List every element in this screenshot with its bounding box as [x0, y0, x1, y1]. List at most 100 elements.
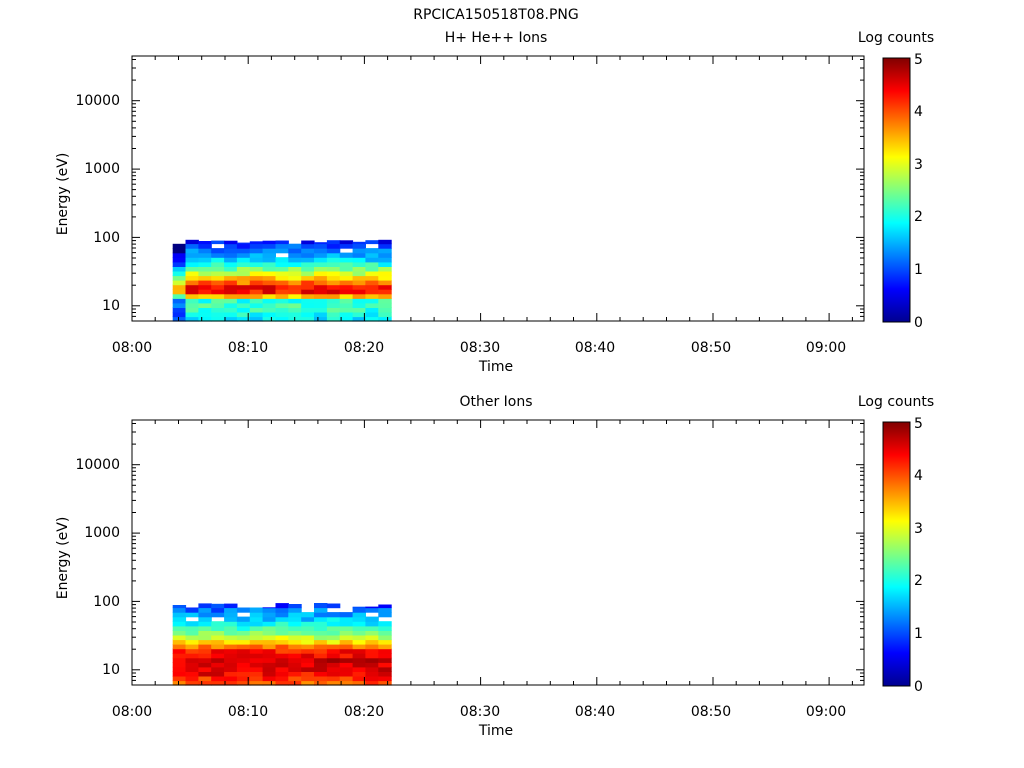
heatmap-cell	[352, 293, 366, 299]
heatmap-cell	[314, 280, 328, 286]
heatmap-cell	[365, 644, 379, 650]
colorbar-tick-label: 3	[914, 521, 923, 537]
heatmap-cell	[339, 311, 354, 318]
heatmap-cell	[314, 252, 328, 258]
heatmap-cell	[352, 311, 366, 318]
heatmap-cell	[211, 644, 225, 650]
heatmap-cell	[275, 243, 289, 249]
heatmap-cell	[365, 307, 379, 313]
y-tick-label: 10000	[75, 93, 120, 109]
heatmap-cell	[224, 666, 238, 672]
heatmap-cell	[211, 248, 225, 254]
heatmap-cell	[172, 293, 187, 299]
heatmap-cell	[185, 607, 199, 609]
x-axis-label: Time	[478, 723, 513, 739]
heatmap-cell	[262, 680, 276, 686]
y-axis-ticks: 10 100 1000 10000	[75, 423, 864, 686]
heatmap-cell	[172, 298, 187, 304]
heatmap-cell	[172, 634, 187, 641]
heatmap-cell	[352, 607, 366, 613]
heatmap-cells	[172, 603, 392, 686]
heatmap-cell	[365, 634, 379, 641]
heatmap-cell	[326, 680, 341, 686]
heatmap-cell	[185, 666, 199, 672]
x-tick-label: 08:00	[112, 340, 152, 356]
heatmap-cell	[378, 248, 392, 254]
heatmap-cell	[365, 630, 379, 636]
heatmap-cell	[224, 616, 238, 622]
heatmap-cell	[198, 612, 212, 618]
heatmap-cell	[262, 671, 276, 677]
heatmap-cell	[236, 621, 251, 627]
x-tick-label: 08:20	[344, 704, 384, 720]
heatmap-cell	[198, 666, 212, 672]
heatmap-cell	[262, 270, 276, 277]
heatmap-cell	[172, 662, 187, 668]
heatmap-cell	[211, 311, 225, 318]
heatmap-cell	[314, 248, 328, 254]
heatmap-cell	[301, 680, 315, 686]
heatmap-cell	[326, 612, 341, 618]
heatmap-cell	[352, 657, 366, 663]
heatmap-cell	[288, 612, 302, 618]
heatmap-cell	[172, 302, 187, 308]
heatmap-cell	[326, 293, 341, 299]
heatmap-cell	[275, 603, 289, 609]
heatmap-cell	[288, 248, 302, 254]
heatmap-cell	[288, 644, 302, 650]
heatmap-cell	[172, 289, 187, 295]
heatmap-cell	[172, 252, 187, 258]
heatmap-cell	[288, 671, 302, 677]
heatmap-cell	[262, 625, 276, 631]
heatmap-cell	[326, 298, 341, 304]
heatmap-cell	[236, 625, 251, 631]
heatmap-cell	[365, 302, 379, 308]
heatmap-cell	[314, 612, 328, 618]
heatmap-cell	[288, 662, 302, 668]
heatmap-cell	[301, 289, 315, 295]
heatmap-cell	[224, 243, 238, 249]
heatmap-cell	[236, 307, 251, 313]
heatmap-cell	[224, 680, 238, 686]
heatmap-cell	[185, 266, 199, 272]
heatmap-cell	[301, 639, 315, 645]
heatmap-cell	[339, 270, 354, 277]
heatmap-cell	[352, 625, 366, 631]
heatmap-cell	[378, 604, 392, 609]
heatmap-cell	[301, 653, 315, 659]
heatmap-cell	[301, 307, 315, 313]
x-tick-label: 08:10	[228, 340, 268, 356]
colorbar-tick-label: 2	[914, 209, 923, 225]
x-tick-label: 08:40	[575, 340, 615, 356]
colorbar-label: Log counts	[858, 394, 934, 410]
heatmap-cell	[288, 298, 302, 304]
heatmap-cell	[224, 603, 238, 609]
heatmap-cell	[326, 671, 341, 677]
heatmap-cell	[352, 630, 366, 636]
heatmap-cell	[198, 680, 212, 686]
heatmap-cell	[275, 289, 289, 295]
heatmap-cell	[185, 261, 199, 267]
heatmap-cell	[288, 280, 302, 286]
colorbar-gradient	[882, 57, 911, 323]
heatmap-cell	[339, 284, 354, 290]
heatmap-cell	[352, 275, 366, 281]
heatmap-cell	[275, 612, 289, 618]
x-tick-label: 08:30	[460, 704, 500, 720]
heatmap-cell	[314, 625, 328, 631]
y-tick-label: 10	[102, 662, 120, 678]
heatmap-cell	[314, 616, 328, 622]
heatmap-cell	[339, 307, 354, 313]
heatmap-cell	[236, 648, 251, 654]
heatmap-cell	[378, 266, 392, 272]
heatmap-cell	[378, 311, 392, 318]
heatmap-cell	[275, 644, 289, 650]
heatmap-cell	[326, 275, 341, 281]
y-tick-label: 100	[93, 594, 120, 610]
heatmap-cell	[288, 630, 302, 636]
heatmap-cell	[314, 316, 328, 322]
heatmap-cell	[211, 671, 225, 677]
heatmap-cell	[326, 630, 341, 636]
colorbar-tick-label: 0	[914, 315, 923, 331]
heatmap-cell	[365, 257, 379, 263]
